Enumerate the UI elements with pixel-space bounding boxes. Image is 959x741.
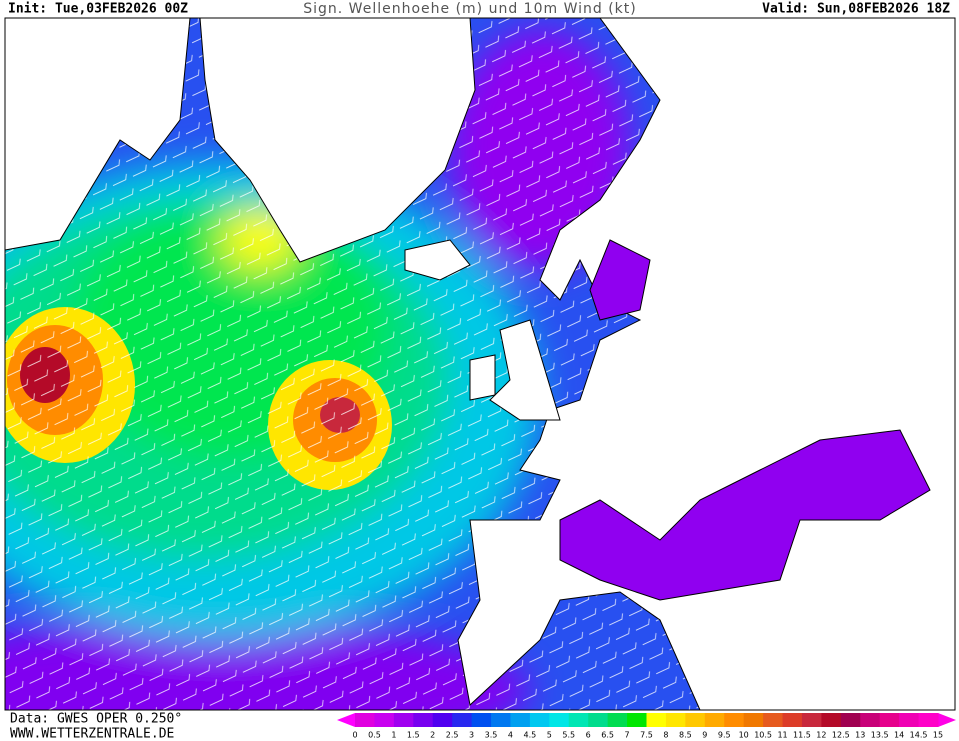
color-swatch bbox=[374, 713, 395, 727]
color-swatch bbox=[918, 713, 939, 727]
colorbar-label: 14.5 bbox=[910, 731, 928, 740]
color-swatch bbox=[685, 713, 706, 727]
colorbar-label: 3.5 bbox=[485, 731, 498, 740]
color-swatch bbox=[393, 713, 414, 727]
colorbar-label: 15 bbox=[933, 731, 943, 740]
colorbar-label: 10 bbox=[739, 731, 749, 740]
colorbar-label: 2.5 bbox=[446, 731, 459, 740]
colorbar: 0 0.5 1 1.5 2 2.5 3 3.5 4 4.5 5 5.5 6 6.5 7 7.5 8 8.5 9 9.5… bbox=[337, 713, 956, 740]
color-swatch bbox=[588, 713, 609, 727]
land bbox=[5, 18, 955, 710]
color-swatch bbox=[627, 713, 647, 727]
valid-time: Valid: Sun,08FEB2026 18Z bbox=[762, 2, 950, 17]
colorbar-label: 4 bbox=[508, 731, 513, 740]
colorbar-label: 8.5 bbox=[679, 731, 692, 740]
color-swatch bbox=[821, 713, 842, 727]
website: WWW.WETTERZENTRALE.DE bbox=[10, 727, 174, 741]
colorbar-label: 5 bbox=[547, 731, 552, 740]
colorbar-label: 11.5 bbox=[793, 731, 811, 740]
colorbar-label: 13 bbox=[855, 731, 865, 740]
color-swatch bbox=[743, 713, 764, 727]
colorbar-label: 14 bbox=[894, 731, 904, 740]
colorbar-label: 7.5 bbox=[640, 731, 653, 740]
color-swatch bbox=[763, 713, 784, 727]
color-swatch bbox=[782, 713, 803, 727]
colorbar-label: 4.5 bbox=[524, 731, 537, 740]
color-swatch bbox=[529, 713, 550, 727]
color-swatch bbox=[355, 713, 375, 727]
color-swatch bbox=[607, 713, 628, 727]
color-swatch bbox=[568, 713, 589, 727]
color-swatch bbox=[840, 713, 861, 727]
map-title: Sign. Wellenhoehe (m) und 10m Wind (kt) bbox=[303, 1, 636, 17]
color-swatch bbox=[549, 713, 570, 727]
color-swatch bbox=[491, 713, 511, 727]
colorbar-label: 11 bbox=[777, 731, 787, 740]
colorbar-label: 9 bbox=[702, 731, 707, 740]
color-swatch bbox=[471, 713, 492, 727]
colorbar-label: 12.5 bbox=[832, 731, 850, 740]
colorbar-label: 5.5 bbox=[562, 731, 575, 740]
data-source: Data: GWES OPER 0.250° bbox=[10, 712, 182, 727]
color-swatch bbox=[646, 713, 667, 727]
colorbar-label: 8 bbox=[663, 731, 668, 740]
color-swatch bbox=[899, 713, 920, 727]
colorbar-label: 0 bbox=[352, 731, 357, 740]
colorbar-label: 6 bbox=[586, 731, 591, 740]
color-swatch bbox=[510, 713, 531, 727]
color-swatch bbox=[452, 713, 473, 727]
color-swatch bbox=[413, 713, 434, 727]
colorbar-label: 6.5 bbox=[601, 731, 614, 740]
init-time: Init: Tue,03FEB2026 00Z bbox=[8, 2, 188, 17]
over-arrow bbox=[938, 713, 956, 727]
colorbar-label: 10.5 bbox=[754, 731, 772, 740]
inland-seas bbox=[559, 239, 931, 601]
colorbar-label: 13.5 bbox=[871, 731, 889, 740]
under-arrow bbox=[337, 713, 355, 727]
colorbar-label: 3 bbox=[469, 731, 474, 740]
map-area bbox=[5, 18, 955, 710]
colorbar-label: 12 bbox=[816, 731, 826, 740]
color-swatch bbox=[879, 713, 900, 727]
map-frame bbox=[4, 17, 956, 711]
color-swatch bbox=[704, 713, 725, 727]
color-swatch bbox=[801, 713, 822, 727]
color-swatch bbox=[860, 713, 881, 727]
colorbar-label: 1.5 bbox=[407, 731, 420, 740]
color-swatch bbox=[724, 713, 745, 727]
colorbar-label: 1 bbox=[391, 731, 396, 740]
color-swatch bbox=[432, 713, 453, 727]
colorbar-label: 2 bbox=[430, 731, 435, 740]
colorbar-label: 9.5 bbox=[718, 731, 731, 740]
color-swatch bbox=[665, 713, 686, 727]
colorbar-label: 0.5 bbox=[368, 731, 381, 740]
colorbar-label: 7 bbox=[625, 731, 630, 740]
